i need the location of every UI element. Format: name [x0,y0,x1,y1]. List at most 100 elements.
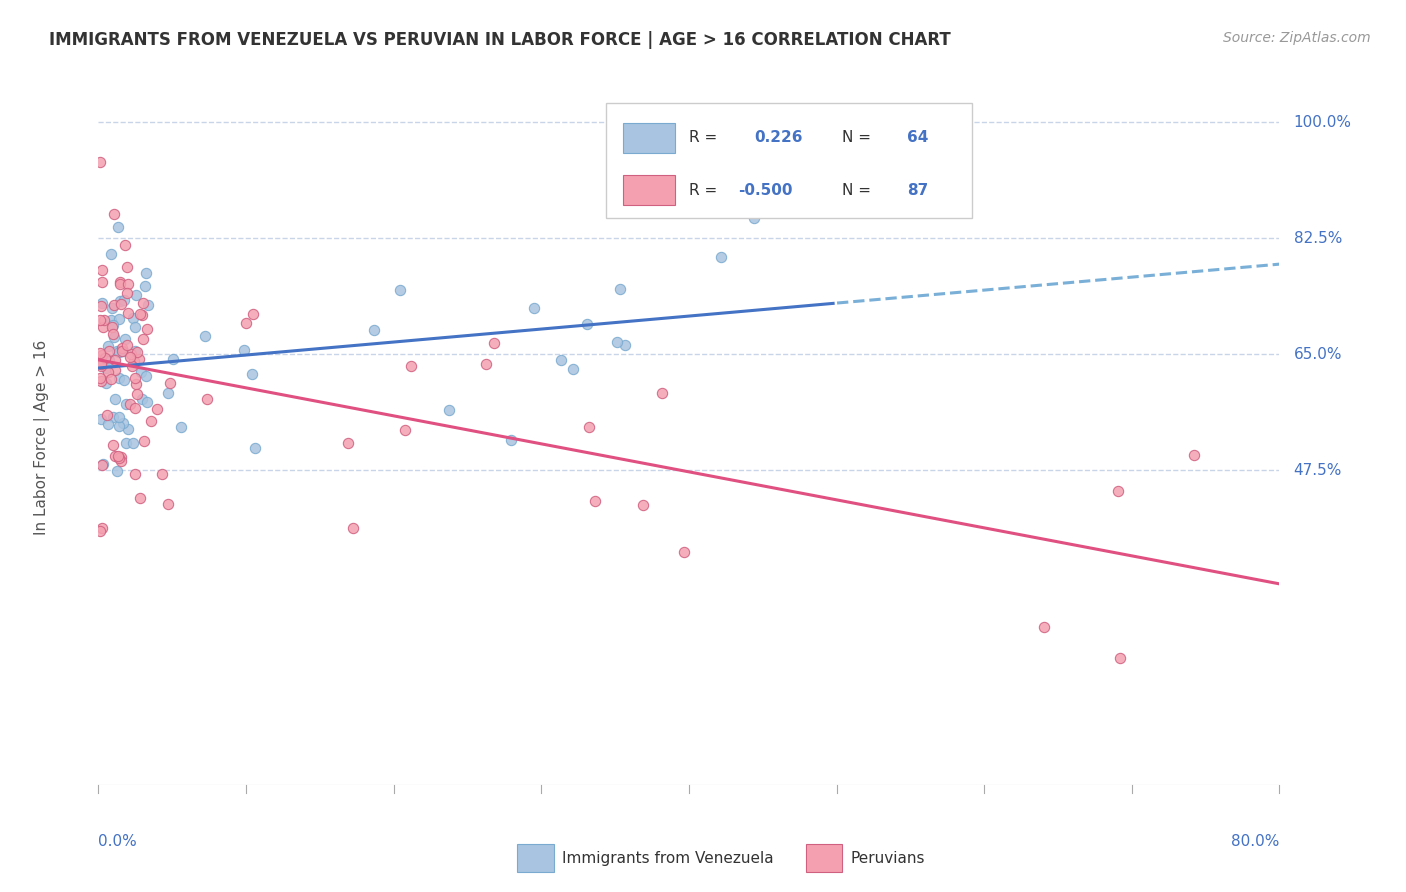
Point [501,433,523,447]
Point [96,409,118,423]
Point [134,279,156,293]
Point [91,319,114,334]
Point [90,374,112,388]
Point [101,327,124,342]
Point [97,338,120,352]
Point [1107,483,1129,498]
Point [108,410,131,425]
Point [115,285,138,300]
Text: Source: ZipAtlas.com: Source: ZipAtlas.com [1223,31,1371,45]
Point [606,335,628,350]
Point [475,357,498,371]
Text: 100.0%: 100.0% [1294,115,1351,130]
Point [129,491,152,505]
Point [124,344,146,359]
Point [150,467,173,482]
Point [124,467,146,482]
Point [159,376,181,390]
Point [91,295,114,310]
Point [583,493,606,508]
Point [100,372,122,386]
Point [104,363,127,377]
Point [120,397,142,411]
Point [128,307,150,321]
Text: 47.5%: 47.5% [1294,463,1341,478]
Point [399,359,422,373]
Point [107,312,129,326]
Point [194,328,217,343]
Point [101,438,124,452]
Point [242,307,264,321]
FancyBboxPatch shape [606,103,973,218]
Text: 80.0%: 80.0% [1232,834,1279,848]
Point [98,344,121,359]
Point [233,343,256,358]
Point [633,498,655,512]
Point [124,371,146,385]
Point [108,277,131,291]
Point [93,313,115,327]
Text: 0.226: 0.226 [754,130,803,145]
Point [110,275,132,289]
Point [243,441,266,455]
Point [90,262,112,277]
Text: 0.0%: 0.0% [98,834,138,848]
Point [90,458,112,473]
Point [129,365,152,379]
Point [110,344,132,359]
Point [135,368,157,383]
Point [561,362,583,376]
Point [94,361,117,376]
Point [115,436,138,450]
Point [103,207,125,221]
Point [107,219,129,234]
Text: R =: R = [689,183,717,198]
Point [157,386,180,401]
Point [120,350,142,364]
Point [124,288,146,302]
Point [394,423,416,437]
Point [131,392,153,407]
Point [117,260,139,275]
Text: R =: R = [689,130,717,145]
Point [107,449,129,463]
Point [145,401,167,416]
Point [117,305,139,319]
Point [89,371,111,385]
Point [89,353,111,368]
Point [128,351,150,366]
Point [742,211,765,225]
Point [134,434,156,449]
Point [135,267,157,281]
Text: -0.500: -0.500 [738,183,793,198]
Point [101,301,124,316]
Point [121,359,143,373]
Point [112,293,135,307]
Point [91,521,114,535]
Point [710,250,733,264]
Point [110,297,132,311]
Point [104,353,127,368]
Point [117,277,139,292]
Point [1182,448,1205,462]
Point [94,376,117,390]
Point [108,371,131,385]
Point [336,435,359,450]
Point [89,155,111,169]
Point [131,308,153,322]
Point [122,311,145,326]
Point [101,410,124,425]
Point [136,298,159,312]
Point [132,296,155,310]
Point [609,282,631,296]
Point [108,419,131,434]
Point [108,451,131,466]
Point [100,313,122,327]
Point [90,359,112,373]
Point [111,341,134,355]
Point [101,318,124,332]
Point [90,299,112,313]
Point [170,420,193,434]
Point [125,387,148,401]
Text: 82.5%: 82.5% [1294,231,1341,246]
